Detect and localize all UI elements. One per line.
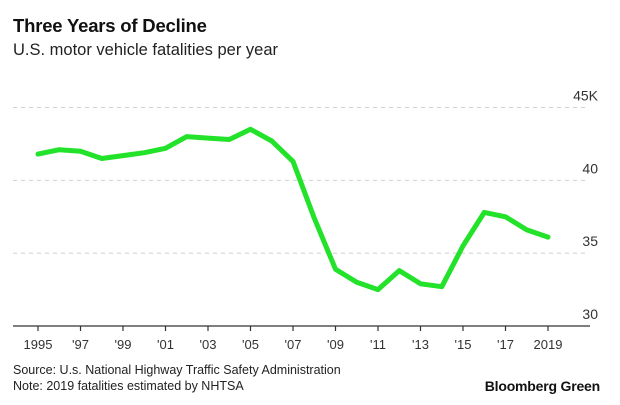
y-tick-label: 40 bbox=[582, 160, 598, 176]
chart-subtitle: U.S. motor vehicle fatalities per year bbox=[13, 41, 279, 59]
note-text: Note: 2019 fatalities estimated by NHTSA bbox=[13, 378, 244, 393]
y-axis-labels: 45K 40 35 30 bbox=[573, 88, 599, 323]
x-tick-label: '99 bbox=[115, 337, 132, 352]
x-tick-label: '01 bbox=[157, 337, 174, 352]
x-tick-label: 2019 bbox=[534, 337, 563, 352]
fatalities-line bbox=[35, 126, 551, 293]
source-note: Source: U.s. National Highway Traffic Sa… bbox=[13, 363, 341, 394]
x-tick-label: '07 bbox=[285, 337, 302, 352]
y-tick-label: 45K bbox=[573, 88, 599, 104]
x-tick-label: '03 bbox=[200, 337, 217, 352]
x-axis: 1995 '97 '99 '01 '03 '05 '07 '09 '11 '13 '15 '17 201… bbox=[13, 325, 590, 352]
x-tick-label: '09 bbox=[327, 337, 344, 352]
y-tick-label: 35 bbox=[582, 233, 598, 249]
x-tick-label: '13 bbox=[412, 337, 429, 352]
x-tick-label: '15 bbox=[455, 337, 472, 352]
source-text: Source: U.s. National Highway Traffic Sa… bbox=[13, 363, 341, 377]
series bbox=[35, 126, 551, 293]
y-tick-label: 30 bbox=[582, 306, 598, 322]
x-tick-label: '97 bbox=[72, 337, 89, 352]
brand-logo: Bloomberg Green bbox=[484, 378, 600, 394]
x-tick-label: '05 bbox=[242, 337, 259, 352]
x-tick-label: '11 bbox=[370, 337, 386, 352]
x-tick-label: '17 bbox=[497, 337, 514, 352]
chart-title: Three Years of Decline bbox=[13, 15, 207, 36]
x-tick-label: 1995 bbox=[24, 337, 53, 352]
